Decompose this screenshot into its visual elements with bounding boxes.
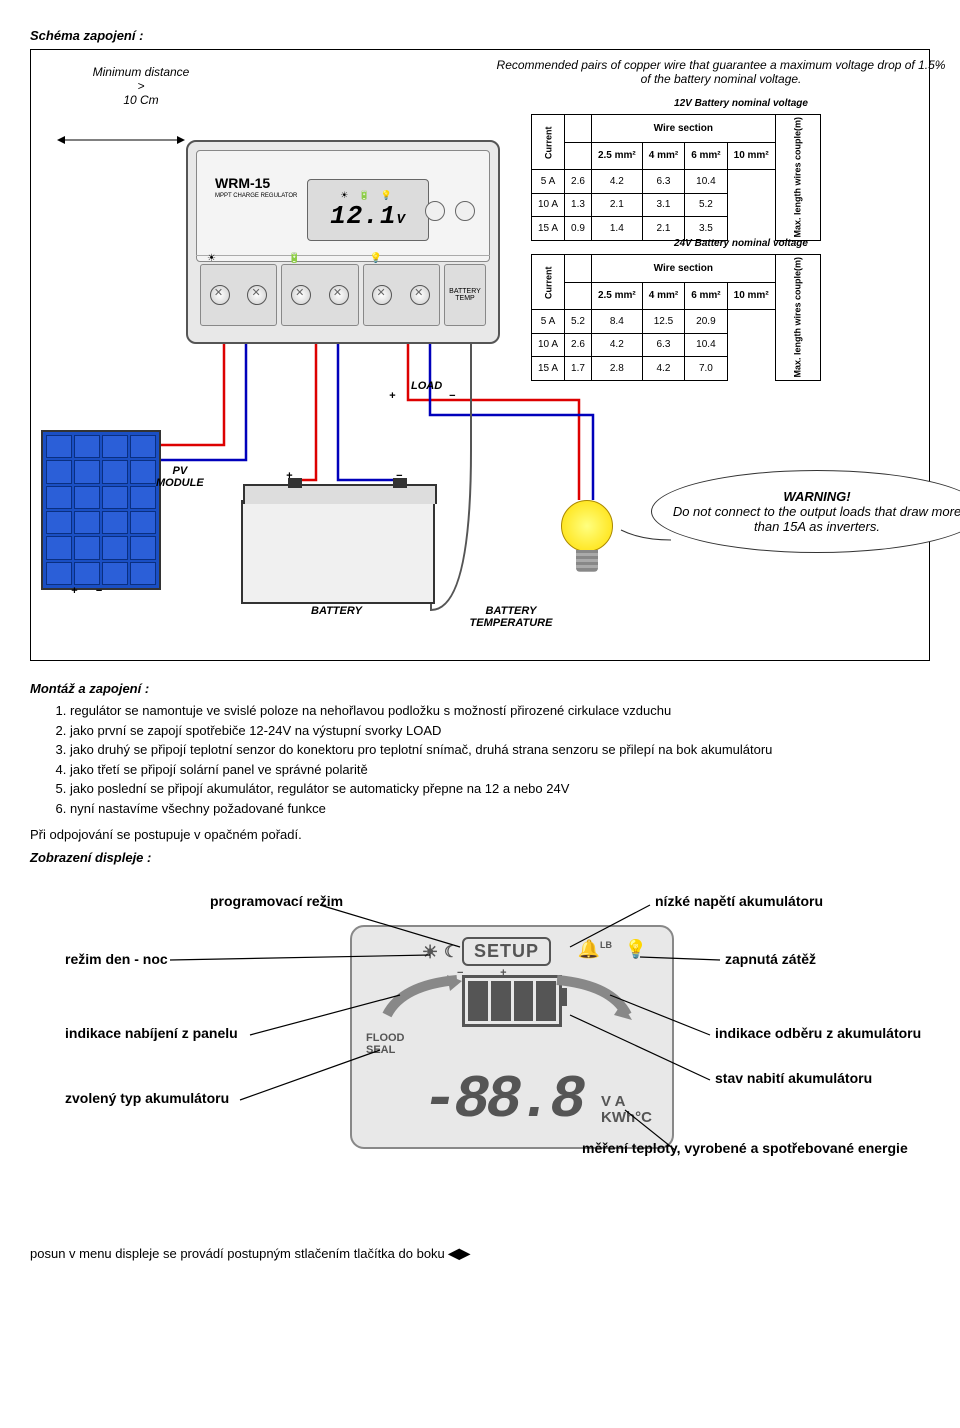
footer-note: posun v menu displeje se provádí postupn… — [30, 1245, 930, 1262]
temp-sensor-port: BATTERYTEMP — [444, 264, 486, 326]
controller-lcd: ☀ 🔋 💡 12.1V — [307, 179, 429, 241]
battery-icon — [462, 975, 562, 1027]
installation-steps: regulátor se namontuje ve svislé poloze … — [50, 702, 930, 817]
setup-indicator: SETUP — [462, 937, 551, 966]
step-3: jako druhý se připojí teplotní senzor do… — [70, 741, 930, 759]
temp-label: BATTERYTEMPERATURE — [451, 605, 571, 629]
arrows-icon: ◀▶ — [448, 1245, 470, 1261]
label-charging: indikace nabíjení z panelu — [65, 1025, 238, 1041]
label-discharge: indikace odběru z akumulátoru — [715, 1025, 921, 1041]
battery-box — [241, 500, 435, 604]
lb-icon: 🔔LB — [578, 939, 612, 960]
wiring-diagram: Minimum distance>10 Cm Recommended pairs… — [30, 49, 930, 661]
pv-terminals: ☀ — [200, 264, 277, 326]
label-prog-mode: programovací režim — [210, 893, 343, 909]
step-1: regulátor se namontuje ve svislé poloze … — [70, 702, 930, 720]
table24-title: 24V Battery nominal voltage — [591, 238, 891, 249]
wire-table-12v: CurrentWire sectionMax. length wires cou… — [531, 114, 821, 241]
step-4: jako třetí se připojí solární panel ve s… — [70, 761, 930, 779]
label-units: měření teploty, vyrobené a spotřebované … — [582, 1140, 922, 1156]
label-low-batt: nízké napětí akumulátoru — [655, 893, 823, 909]
step-2: jako první se zapojí spotřebiče 12-24V n… — [70, 722, 930, 740]
controller-button-left — [425, 201, 445, 221]
load-bulb — [561, 500, 613, 572]
controller-model: WRM-15 — [215, 175, 270, 191]
display-title: Zobrazení displeje : — [30, 850, 930, 865]
schema-title: Schéma zapojení : — [30, 28, 930, 43]
bulb-icon: 💡 — [625, 939, 647, 960]
load-label: LOAD — [411, 380, 442, 392]
load-terminals: 💡 — [363, 264, 440, 326]
warning-bubble: WARNING! Do not connect to the output lo… — [651, 470, 960, 553]
controller-button-right — [455, 201, 475, 221]
min-distance-note: Minimum distance>10 Cm — [71, 65, 211, 107]
montaz-title: Montáž a zapojení : — [30, 681, 930, 696]
label-batt-type: zvolený typ akumulátoru — [65, 1090, 229, 1106]
controller-terminals: ☀ 🔋 💡 BATTERYTEMP — [196, 255, 490, 334]
controller-device: WRM-15 MPPT CHARGE REGULATOR ☀ 🔋 💡 12.1V… — [186, 140, 500, 344]
table12-title: 12V Battery nominal voltage — [591, 98, 891, 109]
pv-module — [41, 430, 161, 590]
opposite-order-note: Při odpojování se postupuje v opačném po… — [30, 827, 930, 842]
step-5: jako poslední se připojí akumulátor, reg… — [70, 780, 930, 798]
battery-label: BATTERY — [311, 605, 362, 617]
display-diagram: SETUP ☀ ☾ 🔔LB 💡 − + FLOODSEAL -88.8 V AK… — [30, 875, 930, 1205]
label-day-night: režim den - noc — [65, 951, 168, 967]
lcd-digits: -88.8 — [422, 1067, 582, 1135]
lcd-mockup: SETUP ☀ ☾ 🔔LB 💡 − + FLOODSEAL -88.8 V AK… — [350, 925, 674, 1149]
battery-terminals: 🔋 — [281, 264, 358, 326]
pv-label: PVMODULE — [156, 465, 204, 489]
controller-subtitle: MPPT CHARGE REGULATOR — [215, 193, 297, 199]
label-load-on: zapnutá zátěž — [725, 951, 816, 967]
wire-table-24v: CurrentWire sectionMax. length wires cou… — [531, 254, 821, 381]
recommend-note: Recommended pairs of copper wire that gu… — [491, 58, 951, 86]
flood-seal-label: FLOODSEAL — [366, 1032, 405, 1056]
label-soc: stav nabití akumulátoru — [715, 1070, 872, 1086]
lcd-units: V AKWh°C — [601, 1094, 652, 1126]
step-6: nyní nastavíme všechny požadované funkce — [70, 800, 930, 818]
